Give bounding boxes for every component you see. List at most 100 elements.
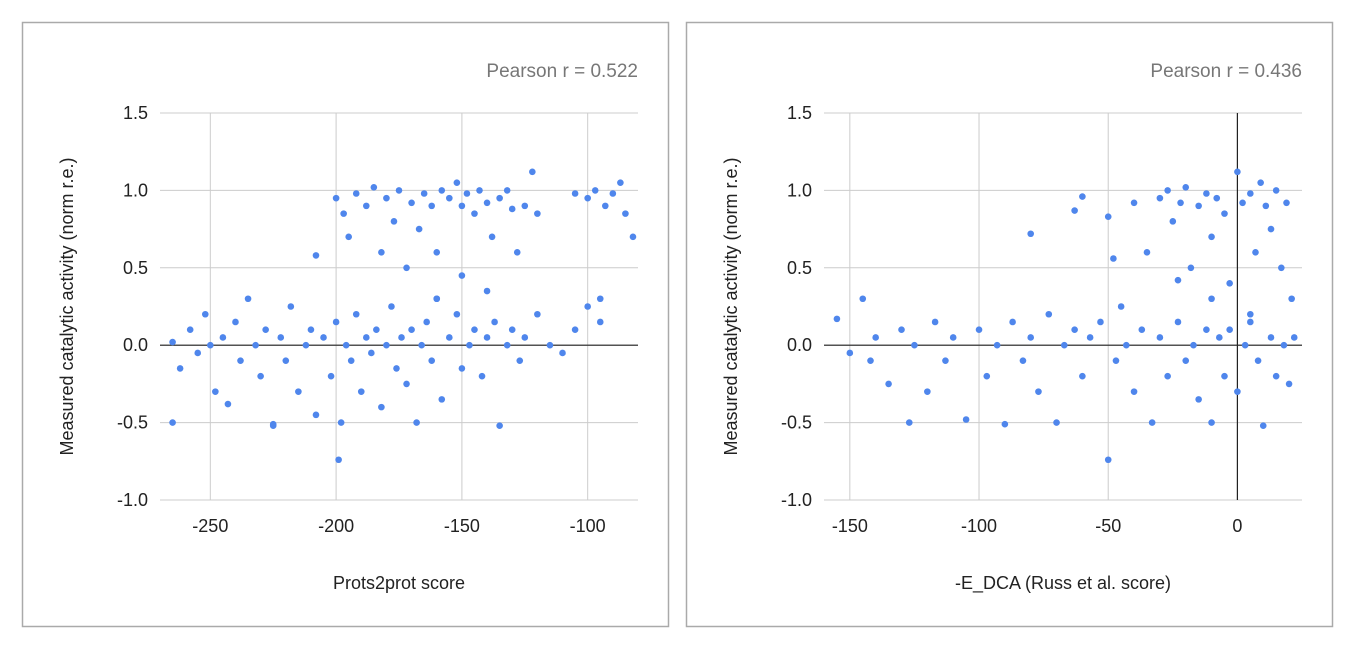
- point: [546, 341, 554, 349]
- point: [262, 326, 269, 334]
- point: [201, 310, 209, 318]
- point: [438, 396, 446, 403]
- y-tick-label: 1.0: [787, 180, 812, 200]
- point: [224, 400, 232, 408]
- point: [395, 187, 403, 194]
- point: [924, 388, 931, 395]
- point: [993, 341, 1001, 349]
- point: [596, 295, 604, 303]
- point: [1190, 341, 1197, 349]
- point: [1283, 199, 1290, 207]
- x-tick-label: 0: [1232, 516, 1242, 536]
- point: [1247, 310, 1254, 318]
- point: [1272, 372, 1280, 380]
- point: [370, 184, 378, 191]
- y-axis-label: Measured catalytic activity (norm r.e.): [721, 157, 741, 455]
- point: [1086, 334, 1094, 341]
- point: [1123, 341, 1130, 349]
- point: [617, 179, 624, 186]
- point: [1290, 334, 1298, 341]
- point: [1138, 326, 1146, 334]
- point: [413, 419, 420, 426]
- point: [1187, 264, 1195, 272]
- point: [433, 295, 441, 303]
- y-tick-label: -1.0: [117, 490, 148, 510]
- y-tick-label: 0.0: [123, 335, 148, 355]
- point: [438, 187, 446, 194]
- point: [1195, 202, 1202, 210]
- point: [1272, 187, 1280, 194]
- point: [1112, 357, 1120, 364]
- point: [362, 202, 370, 210]
- point: [393, 365, 400, 372]
- point: [885, 380, 892, 388]
- point: [1060, 341, 1068, 349]
- point: [357, 388, 365, 395]
- point: [418, 341, 425, 349]
- point: [277, 334, 285, 341]
- y-tick-label: -1.0: [781, 490, 812, 510]
- point: [212, 388, 219, 395]
- point: [559, 349, 566, 357]
- point: [529, 168, 536, 176]
- point: [186, 326, 194, 334]
- point: [983, 372, 991, 380]
- point: [1097, 318, 1104, 326]
- point: [898, 326, 905, 334]
- point: [368, 349, 375, 357]
- point: [1019, 357, 1027, 364]
- point: [332, 318, 340, 326]
- point: [1288, 295, 1295, 303]
- point: [1280, 341, 1288, 349]
- point: [1203, 190, 1210, 197]
- point: [571, 190, 579, 197]
- point: [1257, 179, 1264, 186]
- point: [905, 419, 913, 426]
- point: [1169, 218, 1177, 225]
- point: [1267, 225, 1275, 233]
- point: [337, 419, 345, 426]
- point: [169, 338, 176, 346]
- point: [415, 225, 423, 233]
- x-tick-label: -150: [444, 516, 480, 536]
- point: [496, 422, 503, 429]
- point: [378, 249, 385, 256]
- point: [1079, 193, 1086, 200]
- point: [1110, 255, 1117, 262]
- point: [340, 210, 347, 217]
- point: [169, 419, 176, 426]
- point: [1117, 303, 1125, 310]
- point: [232, 318, 239, 326]
- point: [237, 357, 244, 364]
- point: [1104, 456, 1112, 464]
- point: [1234, 168, 1241, 176]
- point: [508, 326, 516, 334]
- point: [1156, 194, 1164, 202]
- point: [931, 318, 939, 326]
- y-axis-label: Measured catalytic activity (norm r.e.): [57, 157, 77, 455]
- point: [1252, 249, 1259, 256]
- point: [1182, 357, 1190, 364]
- point: [312, 411, 320, 419]
- point: [949, 334, 957, 341]
- point: [496, 194, 503, 202]
- point: [257, 372, 264, 380]
- point: [207, 341, 214, 349]
- point: [942, 357, 949, 364]
- point: [1045, 310, 1053, 318]
- point: [320, 334, 327, 341]
- point: [352, 310, 360, 318]
- point: [269, 420, 277, 428]
- point: [1001, 420, 1009, 428]
- point: [446, 334, 453, 341]
- y-tick-label: 0.5: [123, 258, 148, 278]
- point: [1104, 213, 1112, 221]
- point: [327, 372, 335, 380]
- point: [244, 295, 252, 303]
- point: [1221, 210, 1228, 217]
- point: [383, 194, 390, 202]
- point: [408, 199, 415, 207]
- point: [476, 187, 483, 194]
- point: [478, 372, 486, 380]
- point: [1241, 341, 1249, 349]
